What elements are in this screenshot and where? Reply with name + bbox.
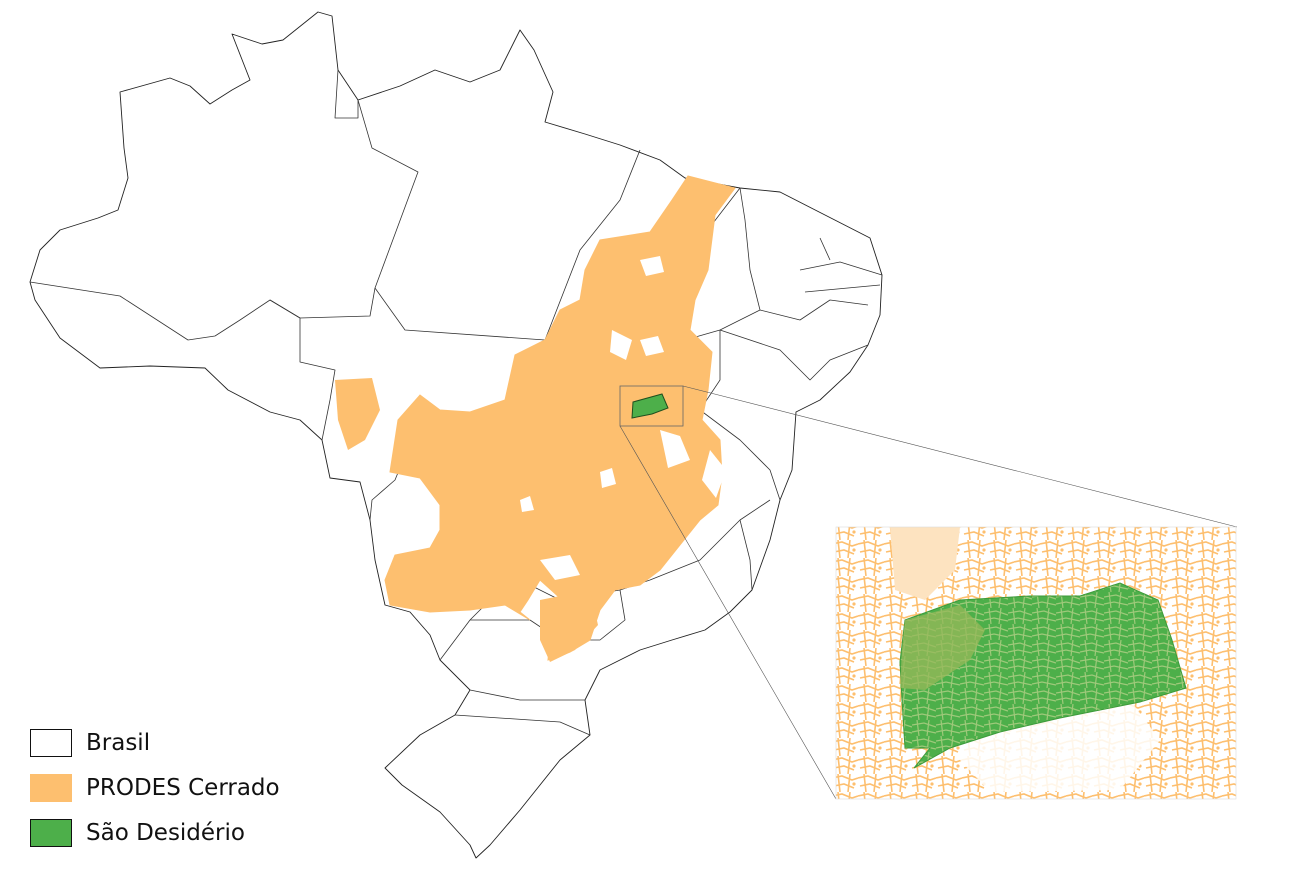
legend-label: PRODES Cerrado [86,775,280,801]
brasil-swatch [30,729,72,757]
zoom-connectors [619,385,1238,800]
legend-item-brasil: Brasil [30,728,350,758]
sao-desiderio-area [631,393,669,419]
inset-light-patch [890,527,960,600]
prodes-south-lobe [540,590,598,662]
inset-olive-zone [900,605,985,690]
inset-frame [835,526,1237,800]
inset-map [836,527,1236,799]
sao-desiderio-swatch [30,819,72,847]
legend-item-sao-desiderio: São Desidério [30,818,350,848]
legend-label: Brasil [86,730,151,756]
legend-label: São Desidério [86,820,245,846]
prodes-cerrado-layer [335,175,736,662]
prodes-gaps [520,256,726,580]
legend-item-prodes-cerrado: PRODES Cerrado [30,773,350,803]
prodes-cerrado-area [384,175,736,661]
prodes-west-lobe [335,378,380,450]
zoom-rectangle [619,385,684,427]
prodes-swatch [30,774,72,802]
